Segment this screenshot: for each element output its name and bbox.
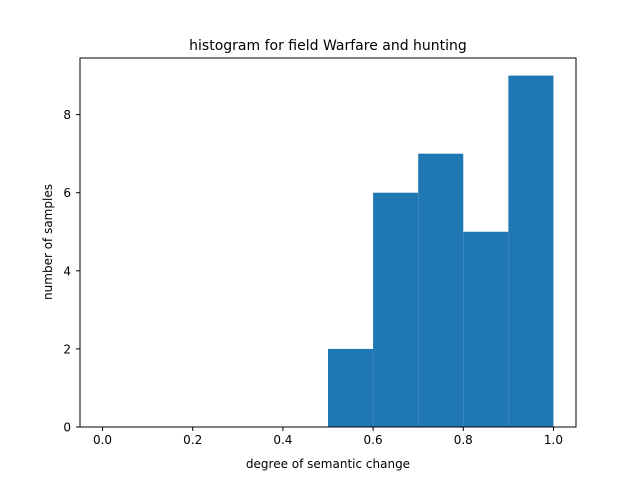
histogram-bar-4 <box>508 75 554 428</box>
chart-title: histogram for field Warfare and hunting <box>189 38 467 54</box>
y-tick-label-0: 0 <box>63 421 71 435</box>
x-tick-label-2: 0.4 <box>273 433 292 447</box>
histogram-bars <box>328 75 554 428</box>
y-axis-label: number of samples <box>41 184 55 300</box>
histogram-bar-2 <box>418 153 464 427</box>
x-tick-label-4: 0.8 <box>454 433 473 447</box>
plot-frame <box>79 57 577 428</box>
histogram-bar-3 <box>463 231 509 427</box>
histogram-bar-1 <box>373 192 419 427</box>
y-tick-label-2: 4 <box>63 264 71 278</box>
y-tick-label-1: 2 <box>63 342 71 356</box>
x-tick-label-0: 0.0 <box>93 433 112 447</box>
x-tick-label-1: 0.2 <box>183 433 202 447</box>
x-tick-label-3: 0.6 <box>364 433 383 447</box>
x-axis-label: degree of semantic change <box>246 457 410 471</box>
x-axis-ticks: 0.0 0.2 0.4 0.6 0.8 1.0 <box>93 427 563 447</box>
axes <box>79 57 577 428</box>
y-tick-label-3: 6 <box>63 186 71 200</box>
histogram-bar-0 <box>328 348 374 427</box>
y-axis-ticks: 0 2 4 6 8 <box>63 108 80 435</box>
x-tick-label-5: 1.0 <box>544 433 563 447</box>
y-tick-label-4: 8 <box>63 108 71 122</box>
